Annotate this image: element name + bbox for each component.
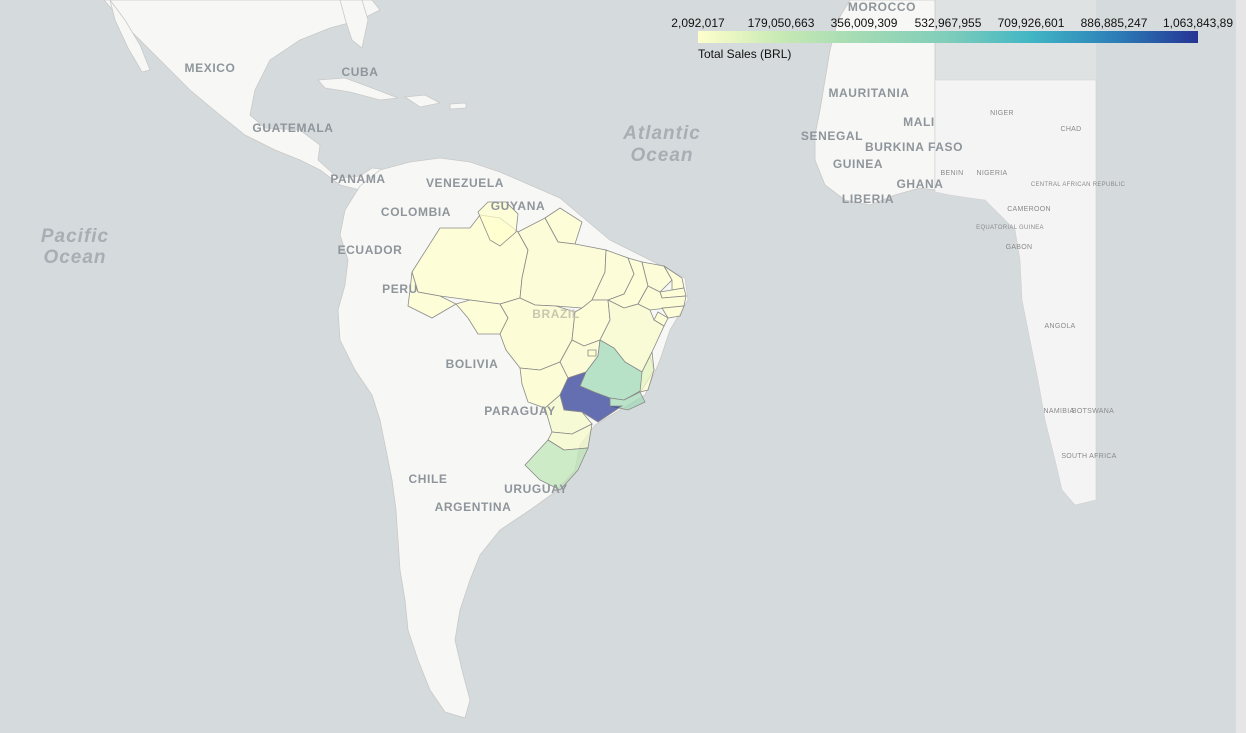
- country-label-chad: CHAD: [1060, 126, 1081, 133]
- cuba-island: [317, 77, 399, 101]
- country-label-uruguay: URUGUAY: [504, 482, 568, 496]
- colorbar-segment: [947, 31, 1032, 43]
- atlantic-ocean-label-line2: Ocean: [630, 145, 693, 166]
- country-label-angola: ANGOLA: [1045, 323, 1076, 330]
- state-AL[interactable]: [661, 305, 685, 319]
- pacific-ocean-label-line2: Ocean: [43, 247, 106, 268]
- colorbar-ticks: 2,092,017 179,050,663 356,009,309 532,96…: [666, 16, 1236, 30]
- country-label-cuba: CUBA: [341, 65, 378, 79]
- country-label-guyana: GUYANA: [491, 199, 546, 213]
- state-ES[interactable]: [639, 350, 655, 393]
- state-PE[interactable]: [637, 285, 687, 311]
- country-label-botswana: BOTSWANA: [1072, 408, 1114, 415]
- country-label-panama: PANAMA: [330, 172, 385, 186]
- country-label-benin: BENIN: [941, 170, 964, 177]
- map-edge-strip: [1236, 0, 1246, 733]
- country-label-mexico: MEXICO: [185, 61, 236, 75]
- brazil-states: [407, 201, 687, 491]
- colorbar-tick-label: 2,092,017: [671, 16, 725, 30]
- country-label-cameroon: CAMEROON: [1007, 206, 1051, 213]
- country-label-argentina: ARGENTINA: [435, 500, 512, 514]
- colorbar-segment: [1114, 31, 1198, 43]
- colorbar-tick-label: 532,967,955: [914, 16, 982, 30]
- colorbar-segment: [1031, 31, 1115, 43]
- colorbar-tick-label: 709,926,601: [997, 16, 1065, 30]
- country-label-mauritania: MAURITANIA: [828, 86, 909, 100]
- colorbar-tick-label: 886,885,247: [1080, 16, 1148, 30]
- country-label-venezuela: VENEZUELA: [426, 176, 504, 190]
- state-RR[interactable]: [477, 201, 519, 247]
- north-america-landmass: [103, 0, 391, 191]
- colorbar-segment: [698, 31, 782, 43]
- state-DF[interactable]: [587, 349, 597, 357]
- florida: [339, 0, 369, 49]
- country-label-brazil: BRAZIL: [532, 307, 580, 321]
- state-RS[interactable]: [524, 439, 589, 491]
- country-label-bolivia: BOLIVIA: [446, 357, 499, 371]
- country-label-senegal: SENEGAL: [801, 129, 863, 143]
- puerto-rico-island: [449, 102, 467, 110]
- country-label-ecuador: ECUADOR: [338, 243, 403, 257]
- country-label-nigeria: NIGERIA: [977, 170, 1008, 177]
- colorbar-segment: [781, 31, 865, 43]
- baja-california: [109, 0, 151, 73]
- country-label-colombia: COLOMBIA: [381, 205, 451, 219]
- country-label-morocco: MOROCCO: [848, 0, 916, 14]
- country-label-paraguay: PARAGUAY: [484, 404, 555, 418]
- country-label-car: CENTRAL AFRICAN REPUBLIC: [1031, 182, 1126, 188]
- country-label-chile: CHILE: [409, 472, 448, 486]
- country-label-gabon: GABON: [1006, 244, 1033, 251]
- country-label-liberia: LIBERIA: [842, 192, 894, 206]
- country-label-mali: MALI: [903, 115, 935, 129]
- country-label-peru: PERU: [382, 282, 418, 296]
- colorbar-tick-label: 1,063,843,89: [1162, 16, 1234, 30]
- country-label-south-africa: SOUTH AFRICA: [1061, 453, 1116, 460]
- pacific-ocean-label: Pacific: [41, 226, 109, 247]
- state-CE[interactable]: [641, 261, 673, 293]
- colorbar-segment: [864, 31, 948, 43]
- colorbar-tick-label: 356,009,309: [830, 16, 898, 30]
- hispaniola-island: [403, 94, 442, 108]
- country-label-burkina-faso: BURKINA FASO: [865, 140, 963, 154]
- africa-landmass: [814, 0, 936, 206]
- colorbar-title: Total Sales (BRL): [698, 47, 792, 61]
- country-label-ghana: GHANA: [897, 177, 944, 191]
- africa-tile-labels: NIGER CHAD BENIN NIGERIA CENTRAL AFRICAN…: [941, 110, 1126, 460]
- colorbar-legend: 2,092,017 179,050,663 356,009,309 532,96…: [666, 12, 1236, 64]
- country-label-guatemala: GUATEMALA: [252, 121, 333, 135]
- ocean-labels: Pacific Ocean Atlantic Ocean: [41, 123, 701, 268]
- country-label-equatorial-guinea: EQUATORIAL GUINEA: [976, 225, 1044, 231]
- colorbar: [698, 31, 1198, 43]
- country-label-guinea: GUINEA: [833, 157, 883, 171]
- africa-tile-land: [934, 79, 1097, 506]
- state-AC[interactable]: [407, 271, 457, 319]
- atlantic-ocean-label: Atlantic: [622, 123, 701, 144]
- country-labels: MOROCCO MEXICO CUBA GUATEMALA PANAMA VEN…: [185, 0, 963, 514]
- colorbar-tick-label: 179,050,663: [747, 16, 815, 30]
- country-label-namibia: NAMIBIA: [1044, 408, 1075, 415]
- country-label-niger: NIGER: [990, 110, 1014, 117]
